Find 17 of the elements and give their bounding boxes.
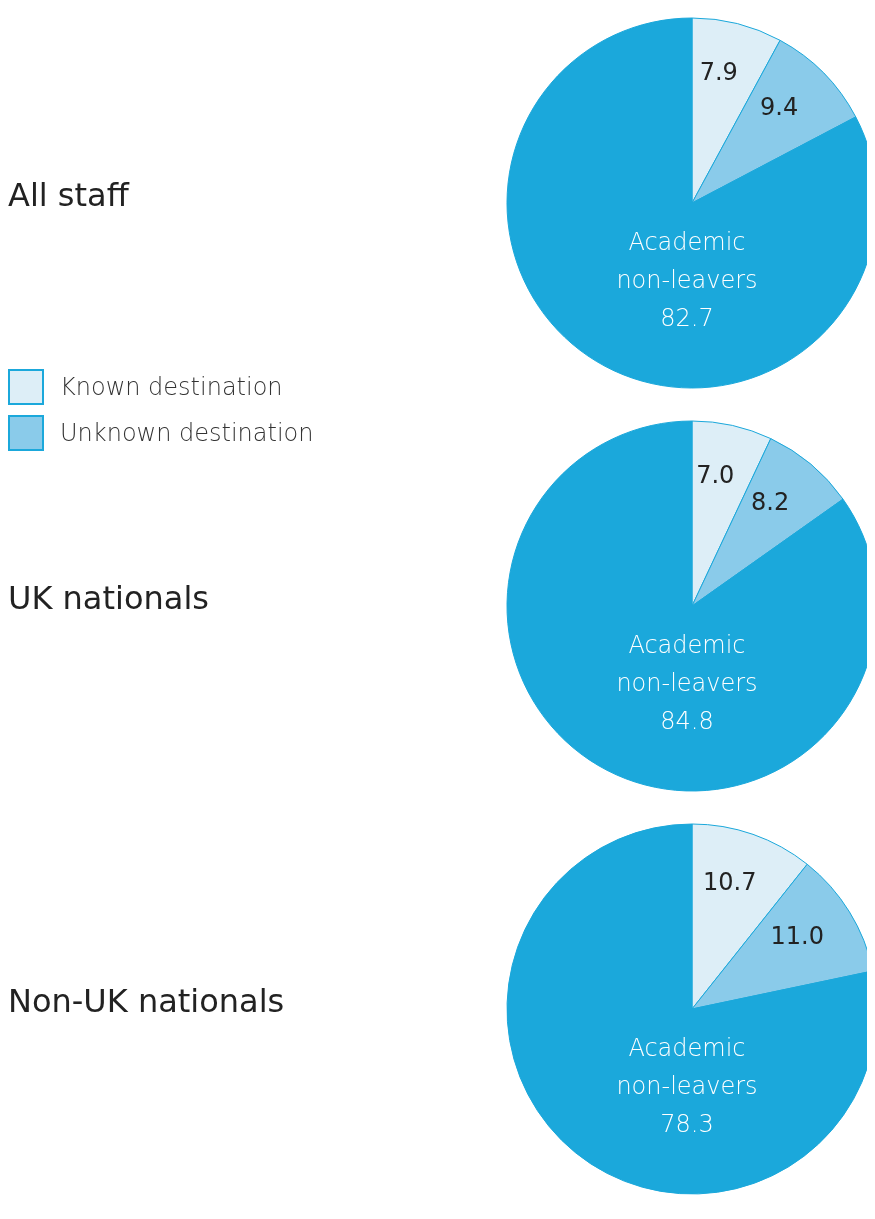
data-label: 8.2 [751,487,790,516]
data-label: 84.8 [660,706,714,735]
data-label: 9.4 [760,93,799,122]
data-label: 7.9 [699,58,738,87]
legend-label: Unknown destination [60,419,314,447]
data-label: 78.3 [660,1109,714,1138]
legend-label: Known destination [60,373,283,401]
data-label: 11.0 [770,921,824,950]
data-label: 10.7 [703,867,757,896]
text: UK nationals [8,579,209,617]
slice-label: Academic non-leavers [616,1033,758,1100]
slice-label: Academic non-leavers [616,227,758,294]
slice-label: Academic non-leavers [616,630,758,697]
data-label: 82.7 [660,303,714,332]
data-label: 7.0 [696,460,735,489]
text: Non-UK nationals [8,982,285,1020]
text: All staff [8,176,129,214]
